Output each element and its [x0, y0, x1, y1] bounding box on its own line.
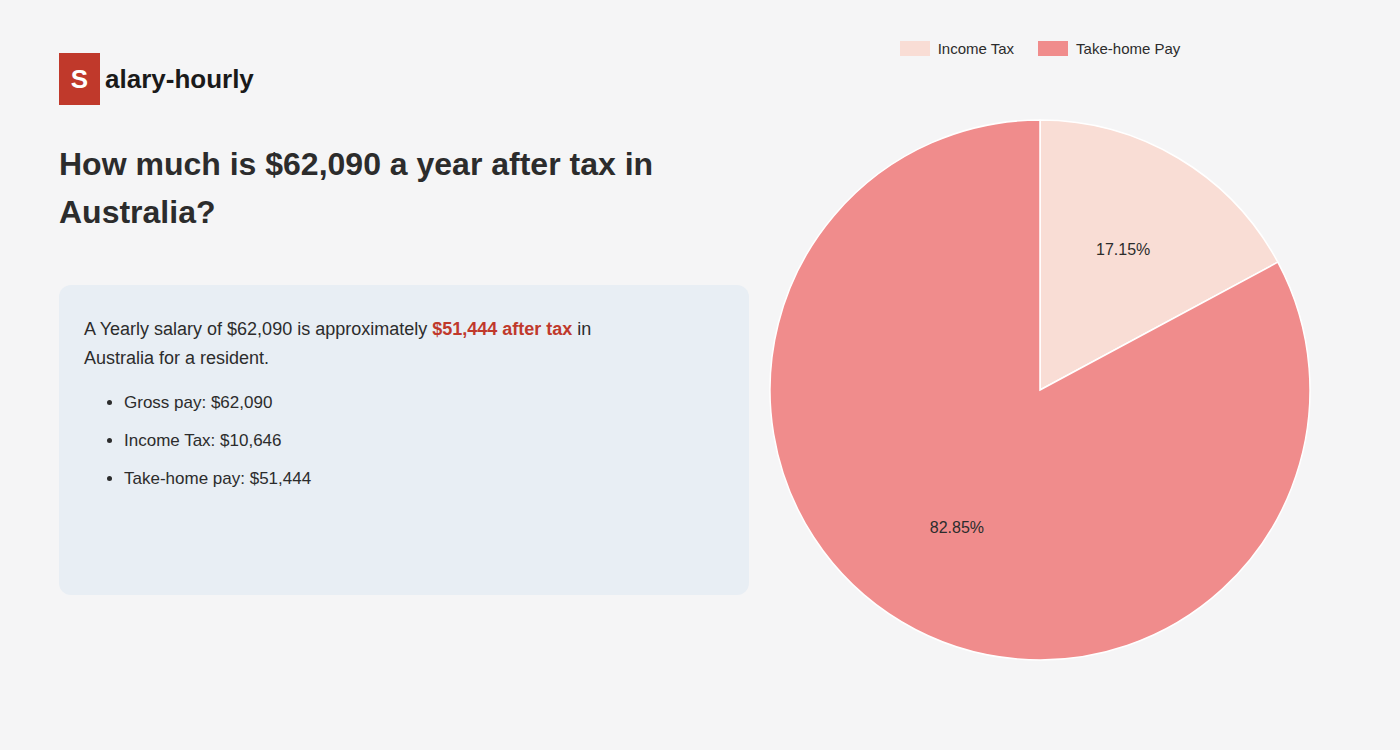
data-label: 82.85% [930, 519, 984, 536]
legend-swatch [1038, 41, 1068, 56]
legend-label: Take-home Pay [1076, 40, 1180, 57]
logo-text: alary-hourly [105, 64, 254, 95]
slices [770, 120, 1310, 660]
legend-item: Income Tax [900, 40, 1014, 57]
data-label: 17.15% [1096, 241, 1150, 258]
logo-mark: S [59, 53, 100, 105]
summary: A Yearly salary of $62,090 is approximat… [84, 315, 724, 373]
legend: Income Tax Take-home Pay [760, 40, 1320, 57]
info-box: A Yearly salary of $62,090 is approximat… [59, 285, 749, 595]
logo: Salary-hourly [59, 53, 254, 105]
summary-line: Australia for a resident. [84, 344, 724, 373]
title: How much is $62,090 a year after tax in … [59, 140, 749, 236]
summary-text: A Yearly salary of $62,090 is approximat… [84, 319, 432, 339]
pie-chart: 17.15% 82.85% [720, 70, 1360, 710]
bullet-item: Income Tax: $10,646 [124, 431, 724, 451]
legend-swatch [900, 41, 930, 56]
pie-slice [770, 120, 1310, 660]
summary-line: A Yearly salary of $62,090 is approximat… [84, 315, 724, 344]
summary-text: in [572, 319, 591, 339]
bullet-item: Take-home pay: $51,444 [124, 469, 724, 489]
legend-label: Income Tax [938, 40, 1014, 57]
bullet-item: Gross pay: $62,090 [124, 393, 724, 413]
summary-highlight: $51,444 after tax [432, 319, 572, 339]
legend-item: Take-home Pay [1038, 40, 1180, 57]
data-labels: 17.15% 82.85% [930, 241, 1151, 536]
bullet-list: Gross pay: $62,090 Income Tax: $10,646 Tak… [84, 393, 724, 489]
